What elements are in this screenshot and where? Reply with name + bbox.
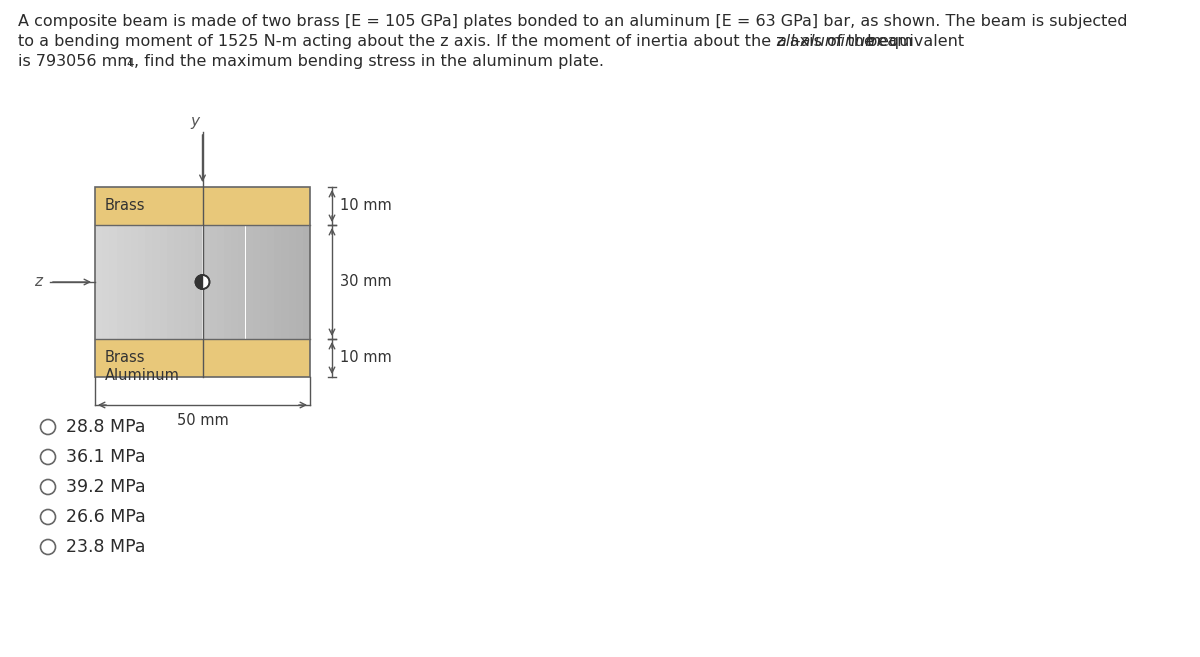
Text: 28.8 MPa: 28.8 MPa <box>66 418 145 436</box>
Text: beam: beam <box>862 34 913 49</box>
Bar <box>95 339 310 377</box>
Bar <box>160 225 167 339</box>
Circle shape <box>41 420 55 434</box>
Text: 30 mm: 30 mm <box>340 275 391 290</box>
Bar <box>260 225 268 339</box>
Bar <box>102 225 109 339</box>
Bar <box>232 225 239 339</box>
Text: 10 mm: 10 mm <box>340 198 391 214</box>
Bar <box>203 225 210 339</box>
Bar <box>174 225 181 339</box>
Text: 26.6 MPa: 26.6 MPa <box>66 508 145 526</box>
Text: A composite beam is made of two brass [E = 105 GPa] plates bonded to an aluminum: A composite beam is made of two brass [E… <box>18 14 1128 29</box>
Bar <box>224 225 232 339</box>
Bar <box>188 225 196 339</box>
Bar <box>281 225 288 339</box>
Text: Aluminum: Aluminum <box>106 368 180 383</box>
Bar <box>210 225 217 339</box>
Bar <box>196 225 203 339</box>
Circle shape <box>41 539 55 555</box>
Text: 10 mm: 10 mm <box>340 350 391 365</box>
Bar <box>109 225 116 339</box>
Bar <box>302 225 310 339</box>
Bar <box>217 225 224 339</box>
Text: 50 mm: 50 mm <box>176 413 228 428</box>
Bar <box>274 225 281 339</box>
Bar <box>131 225 138 339</box>
Bar <box>152 225 160 339</box>
Bar <box>116 225 124 339</box>
Bar <box>95 187 310 377</box>
Text: 4: 4 <box>126 57 133 70</box>
Bar <box>124 225 131 339</box>
Bar <box>138 225 145 339</box>
Bar <box>239 225 246 339</box>
Bar <box>181 225 188 339</box>
Bar <box>145 225 152 339</box>
Text: , find the maximum bending stress in the aluminum plate.: , find the maximum bending stress in the… <box>134 54 604 69</box>
Text: Brass: Brass <box>106 350 145 365</box>
Text: to a bending moment of 1525 N-m acting about the z axis. If the moment of inerti: to a bending moment of 1525 N-m acting a… <box>18 34 970 49</box>
Circle shape <box>41 449 55 464</box>
Bar <box>266 225 274 339</box>
Text: 39.2 MPa: 39.2 MPa <box>66 478 145 496</box>
Text: Brass: Brass <box>106 198 145 214</box>
Text: y: y <box>190 114 199 129</box>
Bar <box>253 225 260 339</box>
Circle shape <box>41 480 55 495</box>
Bar <box>295 225 302 339</box>
Text: z: z <box>34 275 42 290</box>
Circle shape <box>196 275 210 289</box>
Bar <box>95 187 310 225</box>
Text: 23.8 MPa: 23.8 MPa <box>66 538 145 556</box>
Polygon shape <box>196 275 203 289</box>
Bar <box>246 225 253 339</box>
Bar <box>288 225 295 339</box>
Text: all-aluminum: all-aluminum <box>776 34 881 49</box>
Text: is 793056 mm: is 793056 mm <box>18 54 133 69</box>
Text: 36.1 MPa: 36.1 MPa <box>66 448 145 466</box>
Bar <box>95 225 102 339</box>
Circle shape <box>41 509 55 524</box>
Bar <box>167 225 174 339</box>
